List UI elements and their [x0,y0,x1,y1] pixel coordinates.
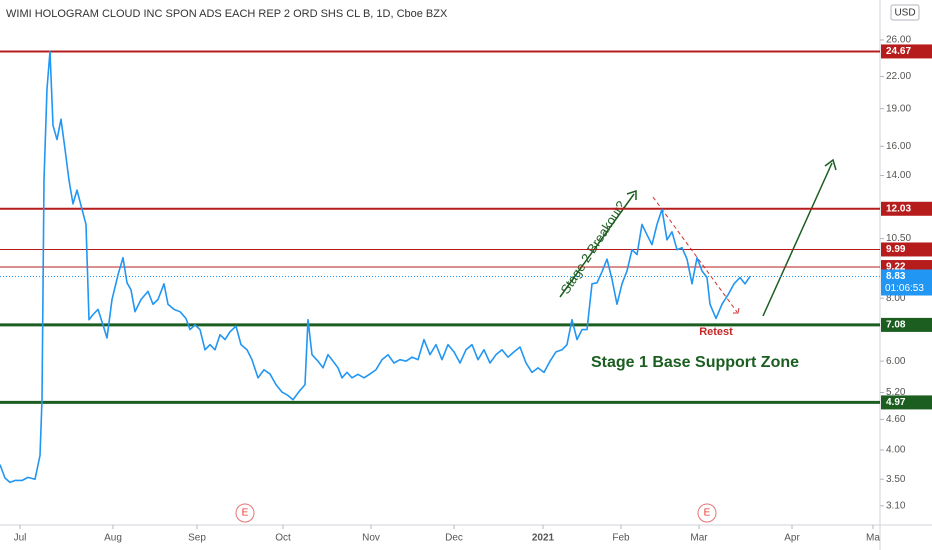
x-tick-label: Feb [612,533,630,544]
level-price-box [881,317,932,332]
x-tick-label: Jul [14,533,27,544]
earnings-marker[interactable] [235,503,255,523]
last-price-label: 8.83 [886,271,906,282]
y-tick-label: 5.20 [886,387,906,398]
x-tick-label: Oct [275,533,291,544]
y-tick-label: 22.00 [886,71,911,82]
chart-title: WIMI HOLOGRAM CLOUD INC SPON ADS EACH RE… [6,8,448,20]
arrow-head [626,189,637,200]
breakout-arrow [559,193,635,298]
x-tick-label: Ma [866,533,880,544]
y-tick-label: 26.00 [886,35,911,46]
retest-arrow [652,196,738,313]
retest-label: Retest [699,326,733,338]
earnings-label: E [242,508,249,519]
level-price-label: 9.22 [886,262,906,273]
level-price-box [881,201,932,216]
y-tick-label: 4.00 [886,445,906,456]
currency-box[interactable] [890,4,920,21]
level-price-box [881,44,932,59]
y-tick-label: 16.00 [886,141,911,152]
y-tick-label: 14.00 [886,170,911,181]
y-tick-label: 3.10 [886,500,906,511]
x-tick-label: Mar [690,533,708,544]
y-tick-label: 3.50 [886,474,906,485]
y-tick-label: 8.00 [886,293,906,304]
projection-arrow [762,162,833,317]
earnings-label: E [704,508,711,519]
y-tick-label: 10.50 [886,233,911,244]
earnings-marker[interactable] [697,503,717,523]
y-tick-label: 6.00 [886,356,906,367]
level-price-box [881,242,932,257]
x-tick-label: Aug [104,533,122,544]
x-tick-label: Dec [445,533,463,544]
y-tick-label: 4.60 [886,414,906,425]
level-price-label: 9.99 [886,244,906,255]
x-tick-label: Sep [188,533,206,544]
x-tick-label: 2021 [532,533,555,544]
level-price-label: 24.67 [886,46,911,57]
level-price-label: 4.97 [886,397,906,408]
x-tick-label: Nov [362,533,380,544]
support-label: Stage 1 Base Support Zone [591,354,799,371]
level-price-label: 7.08 [886,320,906,331]
countdown-label: 01:06:53 [885,283,924,294]
arrow-head [824,158,837,171]
price-line [0,50,751,484]
x-tick-label: Apr [784,533,800,544]
level-price-label: 12.03 [886,203,911,214]
y-tick-label: 19.00 [886,103,911,114]
level-price-box [881,395,932,410]
currency: USD [894,8,915,19]
last-price-box [881,269,932,296]
arrow-head [733,307,740,314]
